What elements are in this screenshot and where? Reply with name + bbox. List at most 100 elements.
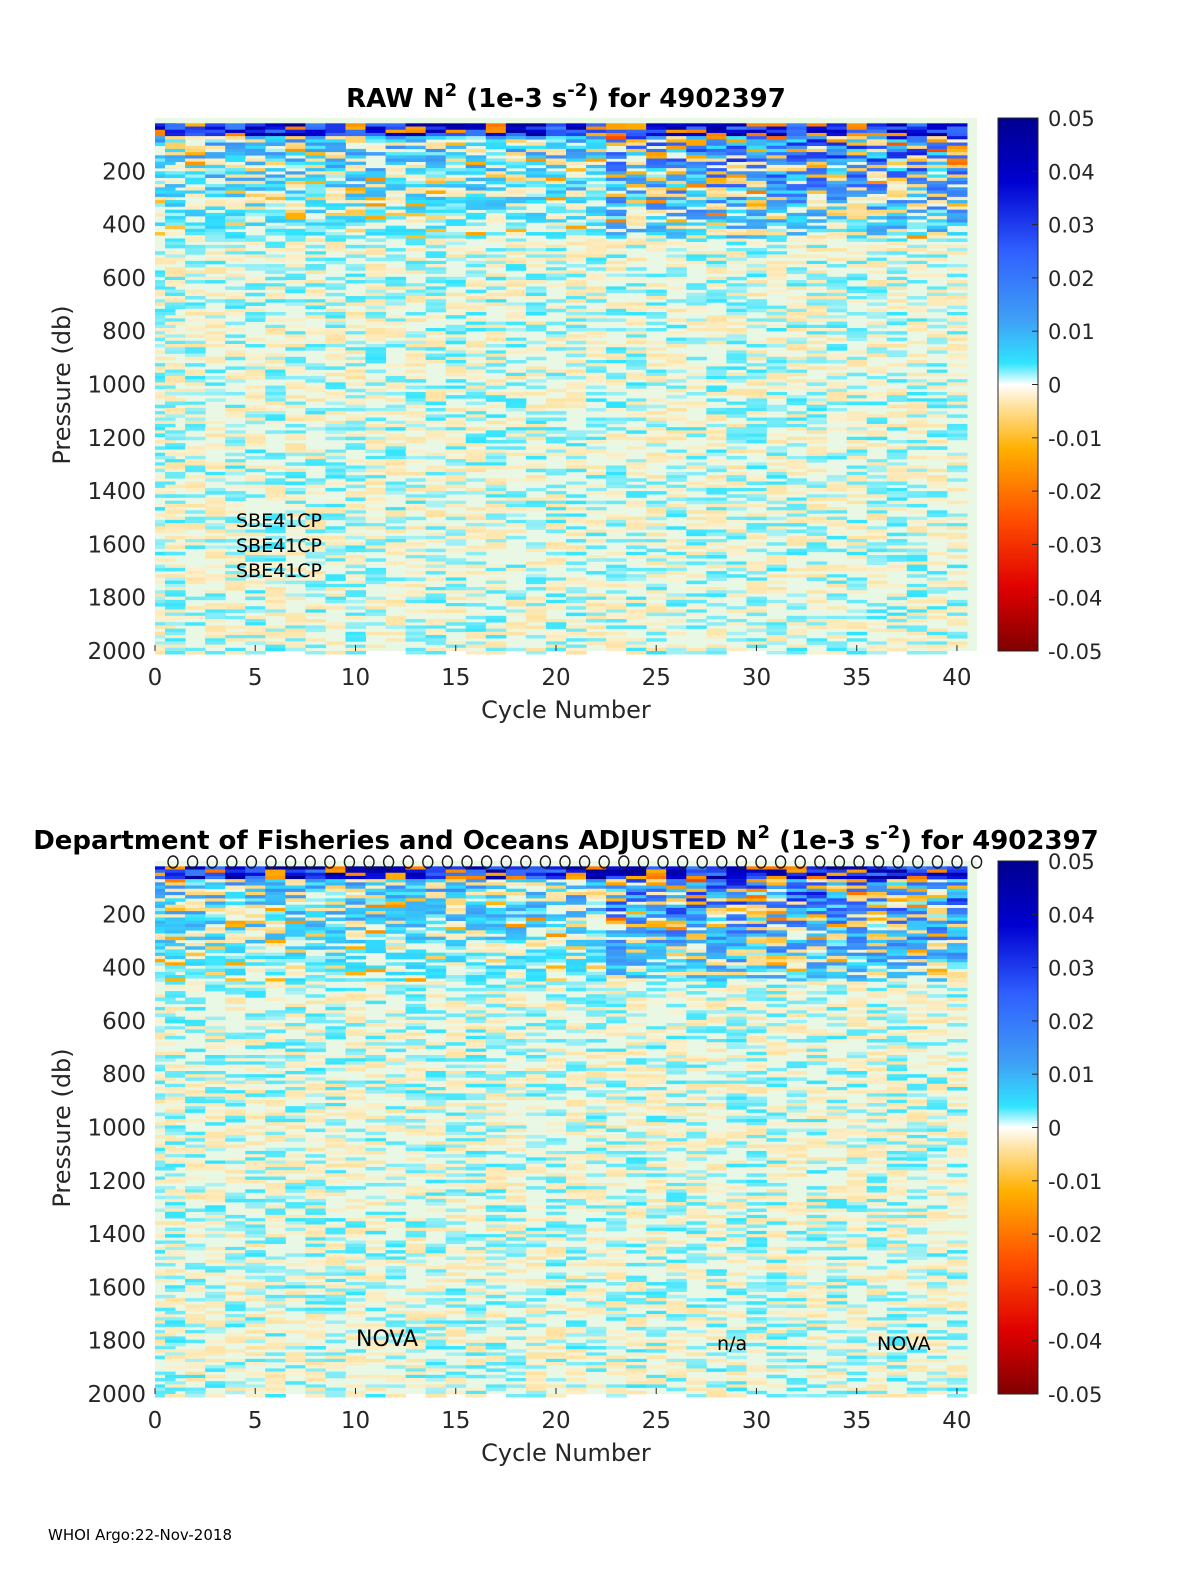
- heatmap-cell: [485, 420, 507, 425]
- heatmap-cell: [706, 203, 727, 207]
- heatmap-cell: [646, 200, 667, 204]
- heatmap-cell: [405, 334, 427, 338]
- heatmap-cell: [666, 180, 687, 185]
- heatmap-cell: [545, 196, 567, 201]
- heatmap-cell: [706, 644, 727, 649]
- heatmap-cell: [155, 395, 176, 399]
- heatmap-cell: [766, 164, 788, 169]
- heatmap-cell: [485, 513, 507, 517]
- heatmap-cell: [706, 417, 727, 422]
- heatmap-cell: [566, 334, 587, 338]
- heatmap-cell: [405, 126, 427, 131]
- heatmap-cell: [465, 340, 487, 345]
- heatmap-cell: [686, 526, 707, 530]
- heatmap-cell: [405, 241, 427, 246]
- heatmap-cell: [485, 539, 507, 543]
- heatmap-cell: [245, 126, 266, 131]
- heatmap-cell: [155, 1390, 176, 1395]
- heatmap-cell: [786, 497, 808, 501]
- heatmap-cell: [746, 155, 767, 159]
- heatmap-cell: [505, 500, 527, 505]
- heatmap-cell: [405, 478, 427, 482]
- heatmap-cell: [846, 395, 868, 399]
- heatmap-cell: [586, 347, 607, 351]
- heatmap-cell: [485, 462, 507, 466]
- heatmap-cell: [225, 609, 246, 613]
- heatmap-cell: [165, 350, 186, 354]
- heatmap-cell: [185, 212, 206, 217]
- heatmap-cell: [666, 417, 687, 422]
- heatmap-cell: [846, 555, 868, 559]
- heatmap-cell: [666, 129, 687, 134]
- heatmap-cell: [666, 331, 687, 335]
- heatmap-cell: [786, 136, 808, 140]
- heatmap-cell: [906, 407, 928, 412]
- heatmap-cell: [766, 180, 788, 185]
- heatmap-cell: [606, 187, 627, 191]
- heatmap-cell: [285, 136, 306, 140]
- heatmap-cell: [886, 583, 908, 588]
- heatmap-cell: [646, 583, 667, 588]
- heatmap-cell: [566, 161, 587, 166]
- heatmap-cell: [826, 168, 848, 172]
- heatmap-cell: [706, 152, 727, 156]
- heatmap-cell: [425, 625, 447, 629]
- heatmap-cell: [385, 270, 407, 274]
- heatmap-cell: [225, 328, 246, 332]
- heatmap-cell: [545, 430, 567, 434]
- heatmap-cell: [926, 372, 948, 377]
- heatmap-cell: [846, 414, 868, 418]
- heatmap-cell: [946, 174, 968, 178]
- heatmap-cell: [485, 571, 507, 575]
- heatmap-cell: [185, 452, 206, 457]
- heatmap-cell: [285, 161, 306, 166]
- heatmap-cell: [225, 251, 246, 255]
- heatmap-cell: [165, 222, 186, 226]
- heatmap-cell: [225, 631, 246, 636]
- heatmap-cell: [185, 446, 206, 450]
- heatmap-cell: [425, 468, 447, 473]
- colorbar-tick-label: 0.02: [1048, 267, 1095, 291]
- heatmap-cell: [806, 535, 828, 540]
- heatmap-cell: [545, 276, 567, 281]
- heatmap-cell: [586, 372, 607, 377]
- heatmap-cell: [505, 302, 527, 306]
- heatmap-cell: [626, 363, 647, 367]
- heatmap-cell: [385, 465, 407, 470]
- heatmap-cell: [245, 545, 266, 549]
- heatmap-cell: [385, 507, 407, 511]
- heatmap-cell: [666, 427, 687, 431]
- heatmap-cell: [165, 1173, 186, 1177]
- heatmap-cell: [325, 312, 346, 316]
- heatmap-cell: [405, 398, 427, 402]
- heatmap-cell: [185, 1320, 206, 1324]
- heatmap-cell: [165, 219, 186, 223]
- heatmap-cell: [726, 155, 747, 159]
- heatmap-cell: [165, 872, 186, 877]
- heatmap-cell: [365, 232, 387, 236]
- heatmap-cell: [245, 193, 266, 198]
- heatmap-cell: [165, 895, 186, 899]
- heatmap-cell: [185, 462, 206, 466]
- heatmap-cell: [445, 526, 467, 530]
- heatmap-cell: [305, 628, 326, 633]
- heatmap-cell: [465, 158, 487, 163]
- heatmap-cell: [385, 404, 407, 409]
- heatmap-cell: [505, 407, 527, 412]
- heatmap-cell: [185, 1288, 206, 1292]
- heatmap-cell: [345, 507, 367, 511]
- heatmap-cell: [205, 596, 226, 601]
- heatmap-cell: [385, 209, 407, 214]
- heatmap-cell: [305, 193, 326, 198]
- heatmap-cell: [726, 145, 747, 150]
- heatmap-cell: [586, 539, 607, 543]
- heatmap-cell: [245, 168, 266, 172]
- heatmap-cell: [686, 139, 707, 143]
- heatmap-cell: [886, 516, 908, 521]
- heatmap-cell: [566, 283, 587, 287]
- heatmap-cell: [686, 372, 707, 377]
- heatmap-cell: [926, 299, 948, 303]
- heatmap-cell: [826, 296, 848, 300]
- heatmap-cell: [706, 551, 727, 556]
- heatmap-cell: [265, 606, 286, 610]
